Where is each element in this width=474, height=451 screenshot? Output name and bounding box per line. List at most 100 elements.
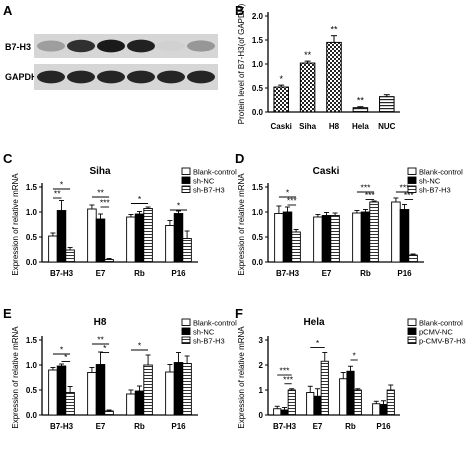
y-tick-label: 1 [259, 386, 264, 395]
chart-e-h8: 0.0 0.5 1.0 1.5 Expression of relative mRNA H… [11, 317, 237, 431]
legend-label: sh-B7-H3 [193, 336, 225, 345]
blot-band-gapdh-6 [187, 70, 215, 84]
bar-c-s1 [173, 213, 184, 263]
bar-c-s1 [134, 213, 145, 263]
y-tick-label: 0.0 [26, 411, 38, 420]
y-tick-label: 1.0 [26, 361, 38, 370]
y-axis-label: Expression of relative mRNA [11, 326, 20, 429]
legend-label: Blank-control [193, 318, 237, 327]
y-tick-label: 1.0 [26, 208, 38, 217]
chart-f-hela: 0 1 2 3 Expression of relative mRNA Hela B7-H3… [237, 317, 466, 431]
bar-f-s0 [306, 392, 315, 416]
bar-d-s2 [369, 201, 379, 263]
x-tick-label: E7 [313, 422, 323, 431]
y-tick-label: 0 [259, 411, 264, 420]
x-tick-label: H8 [329, 122, 340, 131]
legend-swatch [407, 336, 417, 344]
x-tick-label: E7 [96, 269, 106, 278]
bar-f-s2 [386, 389, 395, 416]
bar-d-s0 [352, 212, 362, 263]
significance-label: * [138, 194, 142, 204]
blot-row-label-b7h3: B7-H3 [5, 42, 31, 52]
y-tick-label: 2.0 [252, 12, 264, 21]
y-tick-label: 1.0 [252, 60, 264, 69]
x-tick-label: P16 [376, 422, 391, 431]
legend-label: sh-NC [193, 327, 215, 336]
panel-letter-a: A [3, 3, 13, 18]
x-tick-label: B7-H3 [273, 422, 297, 431]
legend-swatch [181, 318, 191, 326]
panel-letter-b: B [235, 3, 244, 18]
significance-label: ** [97, 335, 104, 345]
chart-title: Hela [303, 317, 325, 328]
significance-label: * [64, 352, 68, 362]
y-tick-label: 0.5 [252, 233, 264, 242]
y-tick-label: 0.0 [252, 108, 264, 117]
bar-c-s0 [87, 208, 97, 263]
x-tick-label: Rb [134, 422, 145, 431]
bar [299, 62, 316, 113]
bar-f-s0 [339, 378, 348, 416]
legend-label: Blank-control [419, 318, 463, 327]
chart-c-siha: 0.0 0.5 1.0 1.5 Expression of relative mRNA S… [11, 166, 237, 278]
significance-label: * [177, 201, 181, 211]
bar-c-s1 [95, 218, 106, 263]
panel-letter-c: C [3, 151, 13, 166]
x-tick-label: P16 [171, 269, 186, 278]
bar-c-s0 [126, 216, 136, 263]
y-tick-label: 1.5 [26, 336, 38, 345]
bar [273, 86, 289, 113]
legend-label: sh-NC [419, 176, 441, 185]
blot-band-gapdh-1 [37, 70, 65, 84]
blot-band-gapdh-2 [67, 70, 95, 84]
x-tick-label: E7 [322, 269, 332, 278]
y-tick-label: 1.0 [252, 208, 264, 217]
bar-f-s0 [273, 408, 282, 416]
y-axis-label: Expression of relative mRNA [237, 173, 246, 276]
x-tick-label: P16 [397, 269, 412, 278]
y-tick-label: 0.5 [252, 84, 264, 93]
bar-e-s1 [134, 390, 145, 416]
bar-c-s0 [48, 235, 58, 263]
significance-label: * [352, 351, 356, 361]
blot-band-b7h3-2 [67, 39, 95, 53]
legend-swatch [181, 336, 191, 344]
bar-d-s1 [321, 215, 332, 263]
bar-f-s1 [280, 409, 289, 416]
legend-swatch [407, 167, 417, 175]
x-tick-label: P16 [171, 422, 186, 431]
bar [326, 41, 342, 113]
legend-label: sh-B7-H3 [193, 185, 225, 194]
significance-label: * [279, 74, 283, 84]
legend-swatch [181, 176, 191, 184]
significance-label: * [103, 343, 107, 353]
bar-e-s1 [56, 365, 67, 416]
x-tick-label: Rb [134, 269, 145, 278]
y-tick-label: 3 [259, 336, 264, 345]
bar-d-s2 [291, 231, 301, 263]
bar-e-s2 [104, 410, 114, 416]
significance-label: ** [54, 189, 61, 199]
y-tick-label: 0.0 [26, 258, 38, 267]
x-tick-label: Rb [345, 422, 356, 431]
significance-label: *** [365, 190, 376, 200]
significance-label: * [60, 345, 64, 355]
legend-label: pCMV-NC [419, 327, 453, 336]
y-tick-label: 0.5 [26, 233, 38, 242]
bar-e-s0 [165, 371, 175, 416]
y-tick-label: 1.5 [26, 183, 38, 192]
bar-f-s1 [313, 395, 322, 416]
chart-title: Caski [313, 166, 340, 177]
bar-d-s1 [282, 211, 293, 263]
bar-d-s1 [360, 211, 371, 263]
bar-e-s1 [173, 362, 184, 416]
legend-label: p-CMV-B7-H3 [419, 336, 466, 345]
significance-label: *** [400, 183, 411, 193]
bar-c-s0 [165, 225, 175, 263]
legend-label: sh-NC [193, 176, 215, 185]
significance-label: * [138, 341, 142, 351]
significance-label: * [60, 180, 64, 190]
significance-label: ** [357, 96, 365, 106]
bar-d-s2 [330, 215, 340, 263]
blot-band-b7h3-3 [97, 39, 125, 53]
